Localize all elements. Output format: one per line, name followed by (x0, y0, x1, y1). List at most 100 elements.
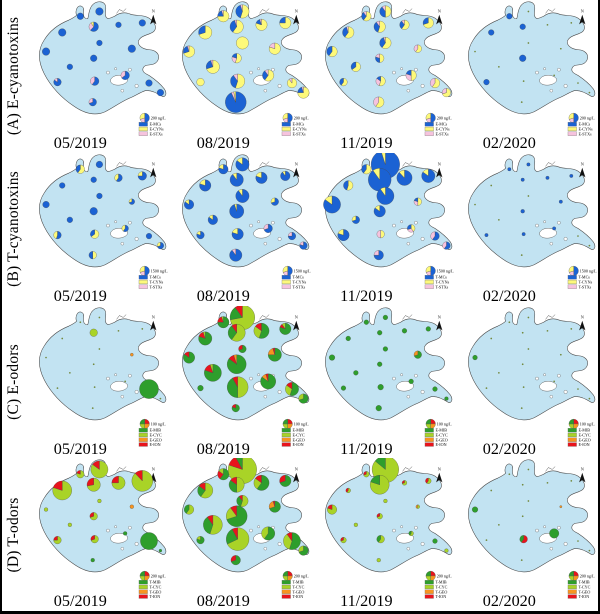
panel-date-label: 02/2020 (483, 134, 536, 152)
station-pie-S12 (196, 536, 205, 545)
north-arrow-label: N (438, 467, 441, 472)
station-speck (559, 353, 562, 356)
legend-swatch (424, 432, 434, 437)
station-pie-S7 (280, 170, 291, 181)
legend-swatch (567, 437, 577, 442)
legend-entry-label: E-STXs (578, 131, 592, 136)
north-arrow-label: N (438, 314, 441, 319)
pie-slice (130, 352, 134, 356)
station-pie-S13 (226, 527, 250, 551)
legend-scale-label: 200 ng/L (151, 574, 166, 579)
station-pie-S2 (95, 160, 103, 168)
pie-slice (233, 73, 238, 82)
station-pie-S1 (363, 471, 370, 478)
station-pie-S10 (268, 42, 281, 55)
lake-shape (39, 154, 167, 267)
station-pie-S12 (484, 232, 489, 237)
legend-scale-label: 200 ng/L (437, 574, 452, 579)
islet (249, 70, 253, 75)
station-pie-S1 (217, 10, 230, 23)
pie-slice (430, 231, 436, 240)
pie-slice (238, 344, 243, 350)
pie-slice (116, 173, 123, 182)
legend-swatch (281, 427, 291, 432)
station-speck (570, 327, 573, 330)
legend-swatch (424, 441, 434, 447)
pie-slice (286, 381, 293, 389)
station-speck (546, 23, 549, 26)
station-pie-S6 (255, 171, 268, 184)
pie-slice (383, 499, 388, 504)
station-pie-S17 (442, 241, 451, 250)
pie-slice (519, 535, 524, 543)
pie-slice (568, 576, 574, 582)
station-pie-S2 (379, 5, 392, 18)
pie-slice (558, 199, 563, 204)
pie-slice (381, 37, 392, 49)
lake-outline (468, 307, 596, 420)
pie-slice (430, 78, 436, 88)
pie-slice (115, 21, 122, 28)
station-speck (527, 42, 530, 44)
pie-slice (233, 91, 236, 103)
station-pie-S5 (42, 47, 50, 56)
pie-slice (363, 471, 367, 476)
pie-slice (77, 164, 85, 174)
legend-scale-pie-icon (425, 418, 436, 429)
station-pie-S2 (95, 7, 104, 16)
pie-slice (385, 5, 392, 18)
north-arrow-triangle (150, 320, 157, 330)
pie-slice (255, 475, 262, 484)
pie-slice (340, 537, 344, 542)
north-arrow-label: N (295, 467, 298, 472)
islet (106, 70, 110, 75)
panel-date-label: 11/2019 (340, 134, 392, 152)
station-speck (485, 539, 488, 542)
legend-entry-label: T-CYC (149, 585, 161, 590)
pie-slice (88, 98, 93, 104)
legend-entry-label: E-CYC (292, 432, 305, 437)
islet (557, 220, 561, 225)
station-pie-S13 (376, 535, 385, 544)
north-arrow-icon: N (579, 161, 586, 178)
pie-slice (268, 42, 281, 55)
pie-slice (231, 248, 236, 256)
legend-entry-label: E-MCs (149, 122, 161, 127)
pie-slice (187, 45, 190, 52)
pie-slice (432, 538, 438, 544)
pie-slice (231, 403, 236, 408)
pie-slice (227, 527, 250, 551)
islet (543, 67, 546, 71)
station-pies (184, 157, 308, 262)
row-label-container: (A) E-cyanotoxins (2, 0, 26, 153)
pie-slice (255, 322, 262, 331)
panel-date-label: 05/2019 (54, 287, 107, 305)
station-pies (184, 458, 309, 566)
pie-slice (405, 70, 412, 76)
station-pie-S14 (231, 403, 240, 412)
pie-slice (377, 383, 384, 390)
pie-slice (90, 21, 94, 28)
legend-entry-label: E-ION (435, 442, 446, 447)
row-label-c: (C) E-odors (5, 343, 22, 420)
pie-slice (351, 215, 356, 221)
station-speck (490, 489, 493, 492)
pie-slice (414, 197, 418, 202)
row-panels-c: N 100 ng/L E-MIB E-CYC E-GEO E-ION 05/2019 N 100… (26, 305, 598, 459)
station-speck (490, 337, 493, 339)
station-pie-S6 (255, 18, 268, 31)
legend-swatch (138, 441, 148, 447)
station-pie-S3 (520, 177, 525, 182)
north-arrow-label: N (581, 314, 584, 319)
station-pie-S15 (120, 70, 130, 80)
station-pie-S10 (268, 501, 281, 513)
station-pie-S9 (231, 53, 242, 64)
station-speck (124, 380, 127, 382)
legend-swatch (567, 580, 577, 585)
station-speck (98, 347, 101, 350)
station-pie-S2 (90, 460, 109, 479)
islet (277, 236, 282, 241)
